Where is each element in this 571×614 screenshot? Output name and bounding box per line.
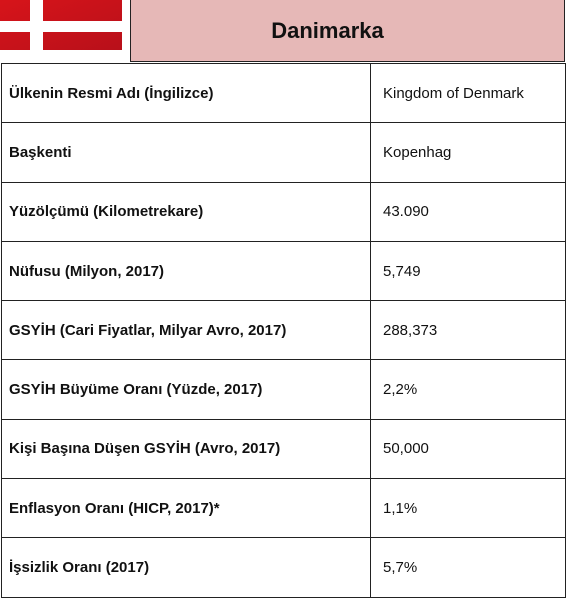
- row: Başkenti Kopenhag: [1, 122, 566, 183]
- row: Ülkenin Resmi Adı (İngilizce) Kingdom of …: [1, 62, 566, 124]
- value-cell: Kingdom of Denmark: [370, 62, 566, 124]
- value-cell: 50,000: [370, 418, 566, 480]
- label-cell: Enflasyon Oranı (HICP, 2017)*: [1, 478, 371, 539]
- row: İşsizlik Oranı (2017) 5,7%: [1, 537, 566, 598]
- row: GSYİH Büyüme Oranı (Yüzde, 2017) 2,2%: [1, 359, 566, 420]
- label-cell: Kişi Başına Düşen GSYİH (Avro, 2017): [1, 418, 371, 480]
- label-cell: Başkenti: [1, 122, 371, 183]
- value-cell: 1,1%: [370, 478, 566, 539]
- flag: [0, 0, 122, 50]
- row: Nüfusu (Milyon, 2017) 5,749: [1, 240, 566, 302]
- label-cell: GSYİH (Cari Fiyatlar, Milyar Avro, 2017): [1, 300, 371, 361]
- label-cell: Nüfusu (Milyon, 2017): [1, 240, 371, 302]
- label-cell: GSYİH Büyüme Oranı (Yüzde, 2017): [1, 359, 371, 420]
- label-cell: Ülkenin Resmi Adı (İngilizce): [1, 62, 371, 124]
- value-cell: 5,7%: [370, 537, 566, 598]
- title: Danimarka: [130, 0, 565, 62]
- value-cell: Kopenhag: [370, 122, 566, 183]
- label-cell: Yüzölçümü (Kilometrekare): [1, 181, 371, 242]
- row: Kişi Başına Düşen GSYİH (Avro, 2017) 50,0…: [1, 418, 566, 480]
- value-cell: 43.090: [370, 181, 566, 242]
- row: Enflasyon Oranı (HICP, 2017)* 1,1%: [1, 478, 566, 539]
- info-table: Ülkenin Resmi Adı (İngilizce) Kingdom of …: [1, 62, 566, 598]
- label-cell: İşsizlik Oranı (2017): [1, 537, 371, 598]
- value-cell: 288,373: [370, 300, 566, 361]
- value-cell: 5,749: [370, 240, 566, 302]
- row: Yüzölçümü (Kilometrekare) 43.090: [1, 181, 566, 242]
- row: GSYİH (Cari Fiyatlar, Milyar Avro, 2017)…: [1, 300, 566, 361]
- value-cell: 2,2%: [370, 359, 566, 420]
- flag-cross-horizontal: [0, 21, 122, 32]
